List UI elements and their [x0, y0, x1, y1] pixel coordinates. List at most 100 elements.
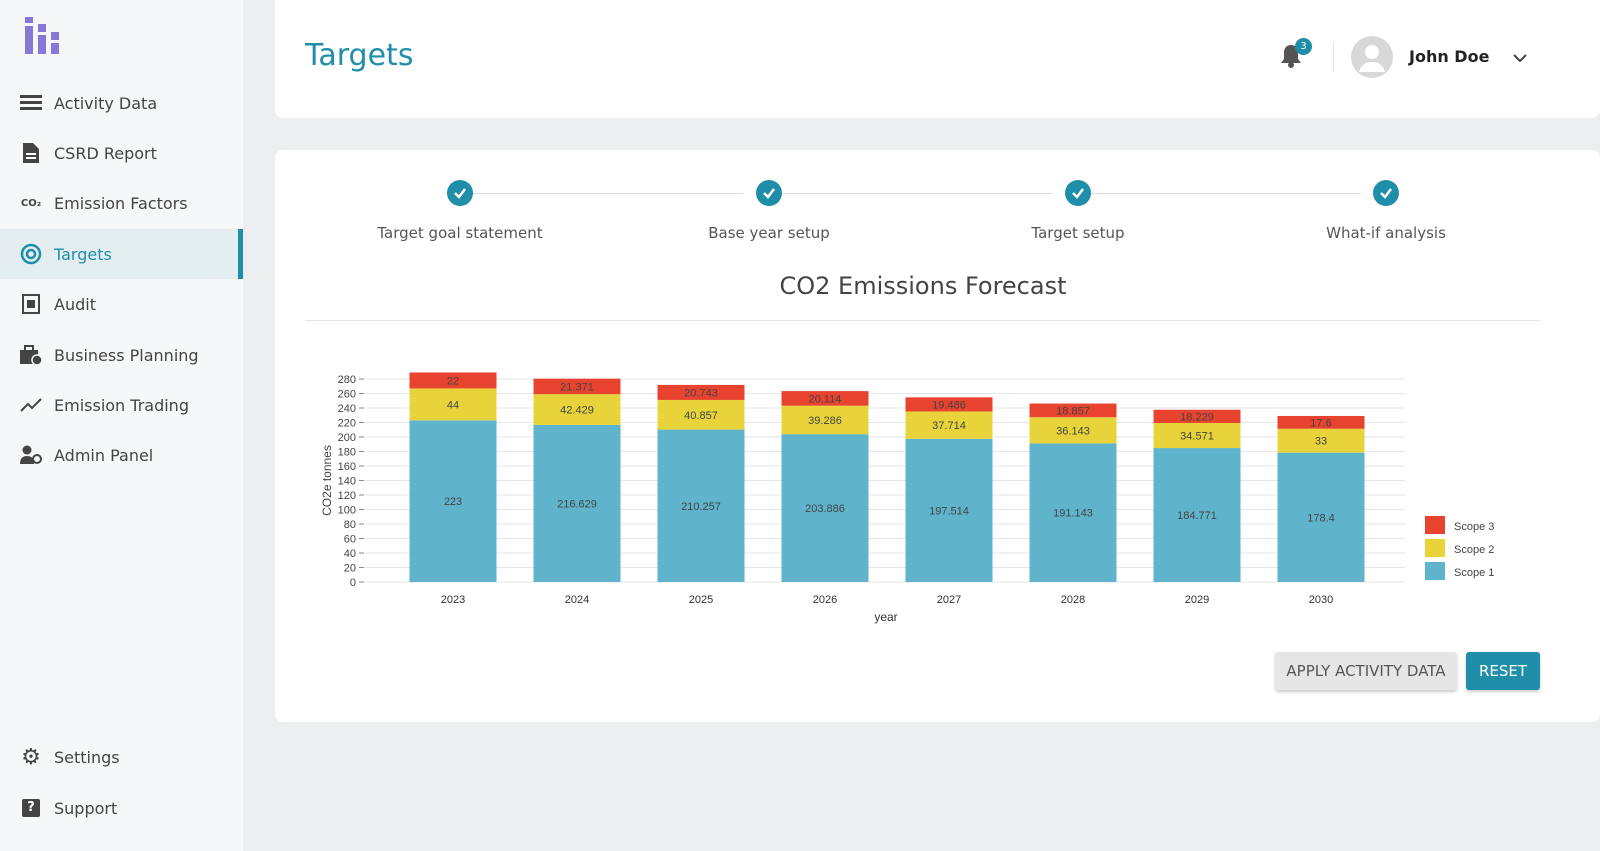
y-tick-label: 220 — [338, 418, 356, 430]
bar-chart-logo[interactable] — [25, 17, 65, 61]
sidebar-item-admin-panel[interactable]: Admin Panel — [0, 430, 243, 480]
apply-activity-data-button[interactable]: APPLY ACTIVITY DATA — [1275, 652, 1457, 690]
y-axis-label: CO2e tonnes — [320, 445, 334, 516]
data-label: 22 — [447, 375, 459, 387]
bar-scope-1 — [657, 429, 745, 582]
x-axis-label: year — [874, 610, 897, 624]
data-label: 191.143 — [1053, 508, 1093, 520]
sidebar-item-label: Activity Data — [54, 93, 158, 113]
bar-scope-2 — [1277, 428, 1365, 453]
data-label: 18.857 — [1056, 405, 1090, 417]
user-gear-icon — [20, 445, 42, 465]
data-label: 44 — [447, 399, 459, 411]
data-label: 33 — [1315, 436, 1327, 448]
user-name[interactable]: John Doe — [1409, 47, 1490, 66]
legend-label: Scope 1 — [1454, 567, 1494, 579]
data-label: 21.371 — [560, 381, 594, 393]
y-tick-label: 100 — [338, 505, 356, 517]
bar-scope-1 — [1153, 448, 1241, 582]
step-what-if-analysis[interactable]: What-if analysis — [1276, 180, 1496, 242]
sidebar-item-support[interactable]: ? Support — [0, 783, 243, 833]
sidebar-item-targets[interactable]: Targets — [0, 229, 243, 279]
emissions-chart: 0 20 40 60 80 100 120 140 160 180 200 220 240 260 280 C… — [320, 372, 1494, 624]
sidebar-item-business-planning[interactable]: Business Planning — [0, 330, 243, 380]
legend-label: Scope 3 — [1454, 521, 1494, 533]
data-label: 20.743 — [684, 387, 718, 399]
bar-scope-1 — [905, 438, 993, 582]
data-label: 203.886 — [805, 503, 845, 515]
y-tick-label: 20 — [344, 563, 356, 575]
sidebar-item-label: Business Planning — [54, 345, 199, 365]
step-target-goal-statement[interactable]: Target goal statement — [350, 180, 570, 242]
data-label: 37.714 — [932, 420, 966, 432]
data-label: 34.571 — [1180, 431, 1214, 443]
legend-swatch — [1425, 539, 1445, 557]
header: Targets 3 John Doe — [275, 0, 1600, 118]
bar-scope-2 — [905, 411, 993, 439]
bar-scope-3 — [1153, 409, 1241, 423]
sidebar-item-audit[interactable]: Audit — [0, 279, 243, 329]
sidebar-item-emission-factors[interactable]: CO₂ Emission Factors — [0, 178, 243, 228]
y-tick-label: 200 — [338, 432, 356, 444]
data-label: 210.257 — [681, 501, 721, 513]
page-title: Targets — [305, 38, 414, 73]
bar-scope-3 — [657, 384, 745, 400]
bar-scope-2 — [409, 388, 497, 421]
step-label: Target setup — [1031, 224, 1125, 242]
sidebar-item-emission-trading[interactable]: Emission Trading — [0, 380, 243, 430]
step-label: What-if analysis — [1326, 224, 1446, 242]
y-tick-label: 0 — [350, 577, 356, 589]
stepper-connector — [782, 193, 1052, 194]
list-icon — [20, 95, 42, 111]
bar-scope-1 — [781, 434, 869, 582]
data-label: 20.114 — [809, 393, 842, 405]
bar-scope-3 — [1029, 403, 1117, 418]
bar-scope-2 — [1153, 422, 1241, 449]
y-tick-label: 240 — [338, 403, 356, 415]
sidebar-item-label: Audit — [54, 294, 96, 314]
chevron-down-icon[interactable] — [1513, 48, 1527, 67]
stepper-connector — [473, 193, 743, 194]
audit-icon — [20, 293, 42, 315]
check-icon — [1373, 180, 1399, 206]
step-label: Base year setup — [708, 224, 830, 242]
avatar[interactable] — [1351, 36, 1393, 78]
data-label: 197.514 — [929, 505, 969, 517]
data-label: 39.286 — [808, 415, 842, 427]
check-icon — [1065, 180, 1091, 206]
x-tick-label: 2023 — [441, 594, 465, 606]
sidebar-item-label: Support — [54, 798, 118, 818]
sidebar-item-activity-data[interactable]: Activity Data — [0, 78, 243, 128]
co2-icon: CO₂ — [20, 197, 42, 209]
bar-scope-1 — [1029, 443, 1117, 582]
sidebar-item-settings[interactable]: ⚙ Settings — [0, 732, 243, 782]
y-tick-label: 140 — [338, 476, 356, 488]
y-tick-label: 280 — [338, 374, 356, 386]
reset-button[interactable]: RESET — [1466, 652, 1540, 690]
step-target-setup[interactable]: Target setup — [968, 180, 1188, 242]
bar-scope-2 — [781, 405, 869, 435]
sidebar-item-label: CSRD Report — [54, 143, 157, 163]
help-icon: ? — [20, 799, 42, 817]
bar-scope-1 — [409, 420, 497, 582]
data-label: 40.857 — [684, 410, 718, 422]
check-icon — [756, 180, 782, 206]
data-label: 178.4 — [1307, 512, 1335, 524]
data-label: 184.771 — [1177, 510, 1217, 522]
step-label: Target goal statement — [377, 224, 543, 242]
briefcase-icon — [20, 345, 42, 365]
bar-scope-1 — [533, 424, 621, 582]
sidebar-item-label: Settings — [54, 747, 120, 767]
y-tick-label: 180 — [338, 447, 356, 459]
data-label: 36.143 — [1056, 425, 1090, 437]
divider — [305, 320, 1540, 321]
bar-scope-3 — [781, 391, 869, 406]
bar-scope-3 — [409, 372, 497, 389]
step-base-year-setup[interactable]: Base year setup — [659, 180, 879, 242]
bar-scope-2 — [657, 399, 745, 430]
sidebar-item-label: Admin Panel — [54, 445, 154, 465]
x-tick-label: 2027 — [937, 594, 961, 606]
gear-icon: ⚙ — [21, 744, 41, 770]
sidebar-item-csrd-report[interactable]: CSRD Report — [0, 128, 243, 178]
trend-icon — [20, 398, 42, 412]
